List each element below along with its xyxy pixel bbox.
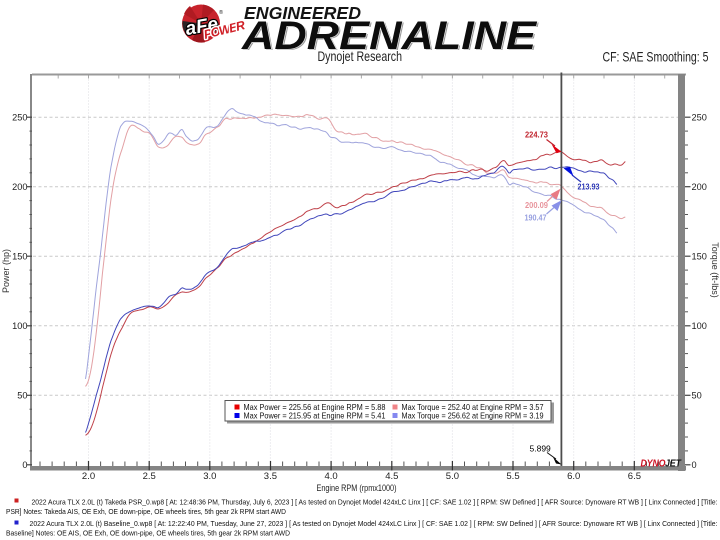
svg-text:3.5: 3.5 [264, 471, 277, 482]
svg-text:Max Torque = 256.62 at Engin: Max Torque = 256.62 at Engine RPM = 3.19 [402, 411, 544, 421]
svg-text:CF: SAE Smoothing: 5: CF: SAE Smoothing: 5 [603, 49, 709, 65]
svg-text:Dynojet Research: Dynojet Research [318, 48, 403, 64]
svg-text:0: 0 [22, 460, 27, 470]
svg-text:150: 150 [12, 251, 27, 261]
svg-text:Baseline] Notes: OE AIS, OE E: Baseline] Notes: OE AIS, OE Exh, OE down… [6, 529, 290, 538]
svg-text:4.0: 4.0 [324, 471, 337, 482]
svg-text:200.09: 200.09 [525, 200, 548, 210]
svg-text:5.899: 5.899 [530, 444, 552, 454]
svg-text:190.47: 190.47 [525, 213, 547, 223]
svg-text:2.0: 2.0 [82, 471, 95, 482]
svg-text:6.0: 6.0 [567, 471, 580, 482]
svg-text:200: 200 [692, 182, 707, 192]
svg-text:4.5: 4.5 [385, 471, 398, 482]
svg-text:50: 50 [17, 391, 27, 401]
svg-text:224.73: 224.73 [525, 130, 548, 140]
svg-text:ADRENALINE: ADRENALINE [242, 15, 539, 59]
svg-text:250: 250 [12, 112, 27, 122]
svg-text:100: 100 [12, 321, 27, 331]
svg-text:213.93: 213.93 [578, 182, 600, 192]
svg-text:150: 150 [692, 251, 707, 261]
svg-text:5.0: 5.0 [446, 471, 459, 482]
svg-text:®: ® [219, 9, 223, 16]
svg-text:PSR] Notes: Takeda AIS, OE E: PSR] Notes: Takeda AIS, OE Exh, OE down-… [6, 507, 286, 516]
svg-text:Max Power = 225.56 at Engine: Max Power = 225.56 at Engine RPM = 5.88 [244, 402, 386, 412]
svg-text:Engine RPM (rpmx1000): Engine RPM (rpmx1000) [317, 483, 397, 493]
svg-text:2022 Acura TLX 2.0L (t) Takeda: 2022 Acura TLX 2.0L (t) Takeda PSR_0.wp8… [32, 498, 718, 507]
svg-text:3.0: 3.0 [203, 471, 216, 482]
svg-text:Power (hp): Power (hp) [1, 249, 11, 293]
svg-text:100: 100 [692, 321, 707, 331]
svg-text:JET: JET [665, 459, 682, 470]
svg-text:50: 50 [692, 391, 702, 401]
svg-text:Torque (ft-lbs): Torque (ft-lbs) [710, 242, 720, 298]
svg-text:DYNO: DYNO [641, 459, 666, 470]
svg-text:250: 250 [692, 112, 707, 122]
svg-text:5.5: 5.5 [506, 471, 519, 482]
svg-text:Max Torque = 252.40 at Engin: Max Torque = 252.40 at Engine RPM = 3.57 [402, 402, 544, 412]
svg-text:Max Power = 215.95 at Engine: Max Power = 215.95 at Engine RPM = 5.41 [244, 411, 386, 421]
svg-text:0: 0 [692, 460, 697, 470]
svg-text:6.5: 6.5 [628, 471, 641, 482]
svg-text:2.5: 2.5 [143, 471, 156, 482]
svg-text:ENGINEERED: ENGINEERED [244, 3, 361, 23]
svg-text:2022 Acura TLX 2.0L (t) Baseli: 2022 Acura TLX 2.0L (t) Baseline_0.wp8 [… [30, 519, 718, 528]
svg-text:200: 200 [12, 182, 27, 192]
svg-text:ADRENALINE: ADRENALINE [241, 14, 538, 58]
